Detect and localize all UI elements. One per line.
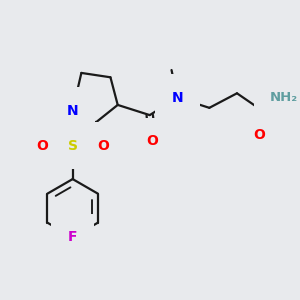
Text: S: S [68,139,78,153]
Text: O: O [36,139,48,153]
Text: F: F [68,230,77,244]
Text: N: N [67,104,79,118]
Text: O: O [147,134,159,148]
Text: O: O [97,139,109,153]
Text: N: N [172,91,183,105]
Text: NH₂: NH₂ [269,91,298,104]
Text: O: O [253,128,265,142]
